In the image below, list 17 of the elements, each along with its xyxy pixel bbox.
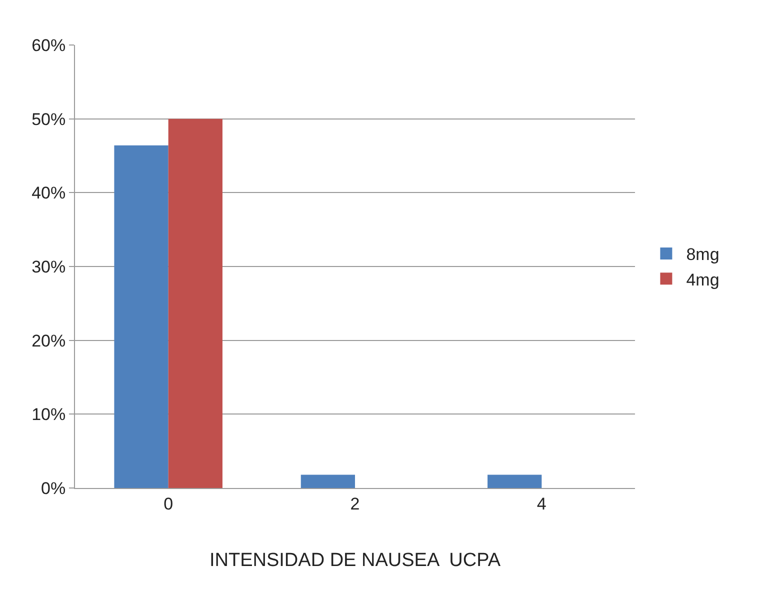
y-tick-label: 10% (32, 405, 66, 424)
y-tick-label: 60% (32, 36, 66, 55)
y-tick-label: 40% (32, 184, 66, 203)
y-tick-label: 30% (32, 257, 66, 276)
x-tick-label: 2 (350, 494, 360, 514)
y-tick-label: 0% (41, 478, 66, 498)
bar (168, 118, 222, 488)
x-tick-label: 4 (536, 494, 546, 514)
bar (300, 474, 355, 488)
y-tick-label: 50% (32, 110, 66, 129)
legend-label: 8mg (686, 245, 720, 264)
bar (114, 145, 168, 488)
bar (488, 474, 542, 488)
y-tick-label: 20% (32, 331, 66, 350)
x-tick-label: 0 (164, 494, 174, 514)
legend-label: 4mg (686, 270, 720, 290)
x-axis-title: INTENSIDAD DE NAUSEA UCPA (209, 550, 501, 572)
